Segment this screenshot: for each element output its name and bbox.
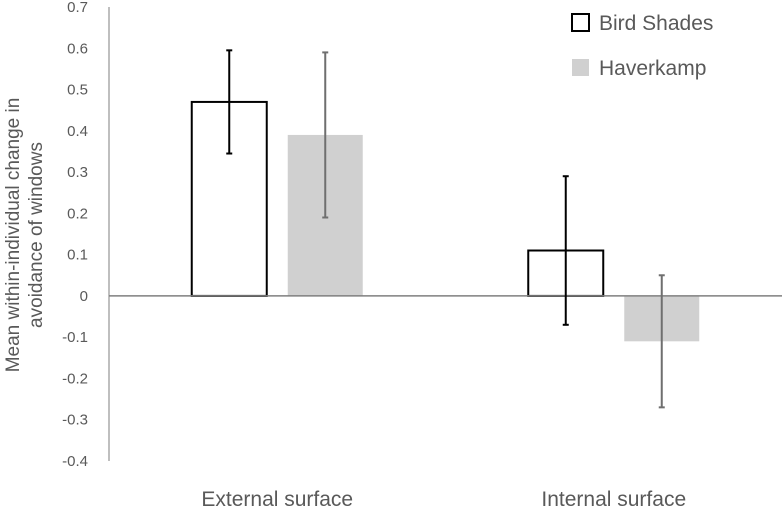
y-tick-label: 0.3 (67, 164, 88, 181)
legend: Bird Shades Haverkamp (571, 12, 713, 80)
y-axis-label-line-2: avoidance of windows (26, 142, 47, 328)
y-axis-label-line-1: Mean within-individual change in (3, 98, 24, 373)
y-tick-label: -0.4 (62, 453, 88, 470)
legend-label: Haverkamp (599, 57, 706, 80)
error-bars (226, 49, 665, 409)
y-tick-label: -0.1 (62, 329, 88, 346)
y-tick-label: 0 (80, 288, 88, 305)
bars (190, 100, 700, 342)
y-tick-label: 0.6 (67, 40, 88, 57)
y-tick-label: 0.1 (67, 247, 88, 264)
y-tick-label: -0.2 (62, 370, 88, 387)
y-tick-label: 0.4 (67, 123, 88, 140)
y-axis-label: Mean within-individual change in avoidan… (3, 98, 47, 373)
x-category-label: Internal surface (541, 488, 686, 508)
x-axis-categories: External surface Internal surface (201, 488, 686, 508)
y-tick-label: 0.2 (67, 205, 88, 222)
y-tick-label: 0.7 (67, 0, 88, 16)
y-axis-ticks: 0.7 0.6 0.5 0.4 0.3 0.2 0.1 0 -0.1 -0.2 -0.3 -0.4 (62, 0, 88, 470)
y-tick-label: 0.5 (67, 82, 88, 99)
legend-swatch-haverkamp (572, 59, 589, 76)
legend-label: Bird Shades (599, 12, 713, 35)
x-category-label: External surface (201, 488, 353, 508)
legend-swatch-bird-shades (571, 13, 590, 32)
y-tick-label: -0.3 (62, 412, 88, 429)
